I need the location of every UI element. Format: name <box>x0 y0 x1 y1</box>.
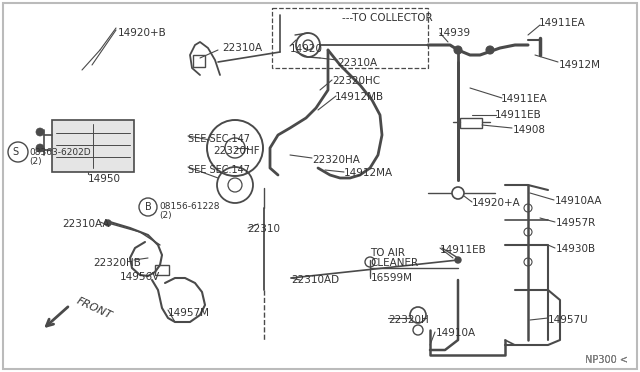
Text: 14957M: 14957M <box>168 308 210 318</box>
Circle shape <box>105 220 111 226</box>
Text: 22320HA: 22320HA <box>312 155 360 165</box>
Text: 22320H: 22320H <box>388 315 429 325</box>
Text: 14950: 14950 <box>88 174 121 184</box>
Text: 14939: 14939 <box>438 28 471 38</box>
Text: 14920+B: 14920+B <box>118 28 167 38</box>
Text: 14911EB: 14911EB <box>440 245 487 255</box>
Text: (2): (2) <box>159 211 172 220</box>
Text: CLEANER: CLEANER <box>370 258 418 268</box>
Text: ---TO COLLECTOR: ---TO COLLECTOR <box>342 13 433 23</box>
Text: 22310AA: 22310AA <box>62 219 109 229</box>
Text: 14910AA: 14910AA <box>555 196 602 206</box>
Text: 14911EB: 14911EB <box>495 110 541 120</box>
Text: 14957R: 14957R <box>556 218 596 228</box>
Text: FRONT: FRONT <box>75 295 114 321</box>
Text: 14912M: 14912M <box>559 60 601 70</box>
Bar <box>272 8 428 68</box>
Text: 22320HF: 22320HF <box>213 146 260 156</box>
Text: 08363-6202D: 08363-6202D <box>29 148 91 157</box>
Text: SEE SEC.147: SEE SEC.147 <box>188 165 250 175</box>
Text: NP300 <: NP300 < <box>585 355 628 365</box>
Text: 14930B: 14930B <box>556 244 596 254</box>
Bar <box>460 118 482 128</box>
Text: 14920+A: 14920+A <box>472 198 521 208</box>
Text: 14908: 14908 <box>513 125 546 135</box>
Circle shape <box>454 46 462 54</box>
Text: 14920: 14920 <box>290 44 323 54</box>
Text: 22310A: 22310A <box>337 58 377 68</box>
Text: 22310A: 22310A <box>222 43 262 53</box>
Text: 14912MA: 14912MA <box>344 168 393 178</box>
Text: 22320HC: 22320HC <box>332 76 380 86</box>
Text: 22320HB: 22320HB <box>93 258 141 268</box>
Text: 08156-61228: 08156-61228 <box>159 202 220 211</box>
Text: 14956V: 14956V <box>120 272 160 282</box>
Text: B: B <box>145 202 152 212</box>
Text: 14911EA: 14911EA <box>501 94 548 104</box>
Circle shape <box>455 257 461 263</box>
Text: 14911EA: 14911EA <box>539 18 586 28</box>
Text: S: S <box>12 147 18 157</box>
Bar <box>52 120 134 172</box>
Text: 22310AD: 22310AD <box>291 275 339 285</box>
Text: 22310: 22310 <box>247 224 280 234</box>
Bar <box>155 265 169 275</box>
Circle shape <box>486 46 494 54</box>
Bar <box>193 55 205 67</box>
Text: SEE SEC.147: SEE SEC.147 <box>188 134 250 144</box>
Text: NP300 <: NP300 < <box>585 355 628 365</box>
Text: TO AIR: TO AIR <box>370 248 405 258</box>
Text: 14910A: 14910A <box>436 328 476 338</box>
Circle shape <box>36 144 44 152</box>
Text: 14912MB: 14912MB <box>335 92 384 102</box>
Text: 14957U: 14957U <box>548 315 589 325</box>
Text: 16599M: 16599M <box>371 273 413 283</box>
Circle shape <box>36 128 44 136</box>
Text: (2): (2) <box>29 157 42 166</box>
